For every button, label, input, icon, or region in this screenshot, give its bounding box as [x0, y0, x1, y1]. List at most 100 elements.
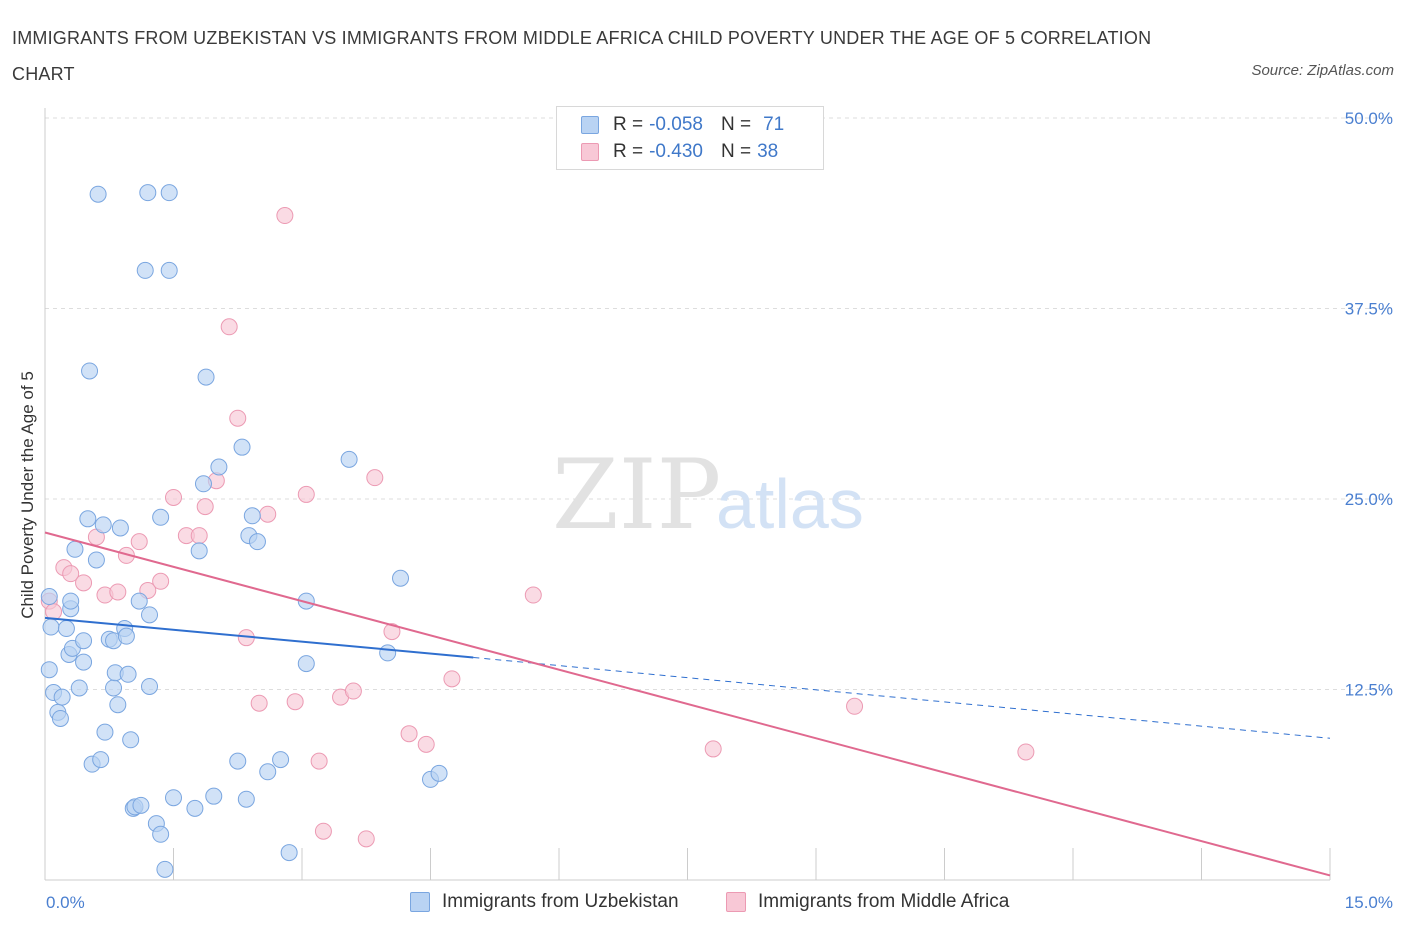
middle-africa-point — [229, 409, 247, 427]
middle-africa-point — [417, 735, 435, 753]
legend-r-value: -0.058 — [649, 114, 703, 135]
uzbekistan-point — [243, 507, 261, 525]
legend-swatch-pink — [581, 143, 599, 161]
uzbekistan-point — [122, 731, 140, 749]
uzbekistan-point — [141, 677, 159, 695]
watermark-atlas: atlas — [716, 465, 864, 543]
uzbekistan-point — [197, 368, 215, 386]
bottom-legend-swatch-blue — [410, 892, 430, 912]
middle-africa-point — [165, 488, 182, 506]
middle-africa-point — [220, 318, 238, 336]
middle-africa-point — [75, 574, 93, 592]
uzbekistan-point — [89, 185, 107, 203]
uzbekistan-points — [40, 184, 448, 878]
x-tick-marks — [173, 848, 1331, 880]
chart-source: Source: ZipAtlas.com — [1251, 62, 1394, 79]
uzbekistan-point — [130, 592, 148, 610]
uzbekistan-point — [297, 655, 315, 673]
bottom-legend-swatch-pink — [726, 892, 746, 912]
middle-africa-point — [109, 583, 127, 601]
middle-africa-trend-line — [44, 531, 1331, 877]
legend-swatch-blue — [581, 116, 599, 134]
middle-africa-point — [259, 505, 277, 523]
stats-legend: R = -0.058 N = 71 R = -0.430 N = 38 — [556, 106, 824, 170]
uzbekistan-point — [51, 709, 69, 727]
legend-n-value: 38 — [757, 141, 779, 162]
uzbekistan-point — [392, 569, 410, 587]
watermark-zip: ZIP — [552, 439, 721, 551]
uzbekistan-point — [379, 644, 397, 662]
uzbekistan-point — [132, 796, 150, 814]
bottom-legend-label: Immigrants from Uzbekistan — [442, 891, 679, 912]
uzbekistan-point — [152, 508, 170, 526]
middle-africa-point — [443, 670, 461, 688]
middle-africa-point — [152, 572, 170, 590]
uzbekistan-point — [57, 620, 75, 638]
uzbekistan-point — [81, 362, 99, 380]
uzbekistan-point — [186, 799, 204, 817]
y-axis-label: Child Poverty Under the Age of 5 — [18, 371, 37, 619]
middle-africa-point — [383, 623, 401, 641]
uzbekistan-point — [40, 661, 58, 679]
uzbekistan-point — [194, 475, 212, 493]
uzbekistan-trend-line — [44, 616, 474, 659]
uzbekistan-point — [70, 679, 88, 697]
uzbekistan-point — [210, 458, 228, 476]
uzbekistan-point — [152, 825, 170, 843]
uzbekistan-point — [62, 592, 80, 610]
uzbekistan-point — [92, 751, 110, 769]
uzbekistan-point — [160, 184, 178, 202]
middle-africa-point — [314, 822, 332, 840]
y-tick-label: 12.5% — [1345, 681, 1393, 700]
uzbekistan-point — [42, 618, 60, 636]
y-tick-labels: 12.5% 25.0% 37.5% 50.0% — [1345, 109, 1393, 700]
middle-africa-point — [276, 207, 294, 225]
legend-r-label: R = — [613, 141, 644, 162]
uzbekistan-point — [117, 627, 135, 645]
uzbekistan-point — [229, 752, 247, 770]
uzbekistan-point — [105, 679, 123, 697]
middle-africa-point — [286, 693, 304, 711]
middle-africa-point — [130, 533, 148, 551]
uzbekistan-point — [248, 533, 266, 551]
legend-n-label: N = — [720, 114, 752, 135]
uzbekistan-point — [136, 261, 154, 279]
uzbekistan-trend-extension — [473, 656, 1331, 739]
middle-africa-point — [196, 498, 214, 516]
legend-row-middle-africa: R = -0.430 N = 38 — [581, 139, 778, 165]
uzbekistan-point — [430, 764, 448, 782]
uzbekistan-point — [53, 688, 71, 706]
middle-africa-point — [297, 485, 315, 503]
uzbekistan-point — [340, 450, 358, 468]
bottom-legend-middle-africa: Immigrants from Middle Africa — [726, 888, 1009, 916]
uzbekistan-point — [272, 751, 290, 769]
y-tick-label: 25.0% — [1345, 490, 1393, 509]
uzbekistan-point — [156, 860, 174, 878]
middle-africa-points — [40, 207, 1035, 848]
middle-africa-point — [62, 565, 80, 583]
uzbekistan-point — [109, 696, 127, 714]
legend-r-value: -0.430 — [649, 141, 703, 162]
legend-n-label: N = — [720, 141, 752, 162]
uzbekistan-point — [259, 763, 277, 781]
x-tick-label-min: 0.0% — [46, 893, 85, 912]
uzbekistan-point — [205, 787, 223, 805]
middle-africa-point — [250, 694, 268, 712]
middle-africa-point — [846, 697, 864, 715]
legend-row-uzbekistan: R = -0.058 N = 71 — [581, 112, 784, 138]
uzbekistan-point — [79, 510, 97, 528]
uzbekistan-point — [190, 542, 208, 560]
uzbekistan-point — [165, 789, 182, 807]
uzbekistan-point — [40, 588, 58, 606]
uzbekistan-point — [280, 844, 298, 862]
uzbekistan-point — [87, 551, 105, 569]
bottom-legend-uzbekistan: Immigrants from Uzbekistan — [410, 888, 679, 916]
uzbekistan-point — [94, 516, 112, 534]
middle-africa-point — [190, 527, 208, 545]
legend-n-value: 71 — [763, 114, 785, 135]
x-tick-label-max: 15.0% — [1345, 893, 1393, 912]
watermark: ZIP atlas — [552, 439, 864, 551]
middle-africa-point — [400, 725, 418, 743]
uzbekistan-point — [237, 790, 255, 808]
